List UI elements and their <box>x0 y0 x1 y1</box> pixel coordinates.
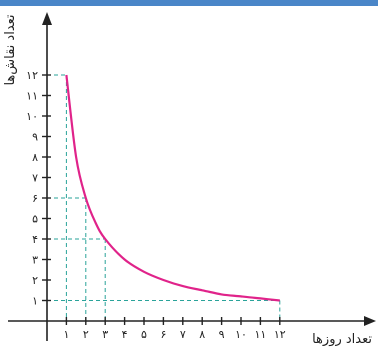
x-tick-label: ۸ <box>199 328 205 341</box>
x-tick-label: ۴ <box>122 328 128 341</box>
x-axis-title: تعداد روزها <box>312 332 372 347</box>
y-tick-label: ۱۱ <box>26 90 38 103</box>
curve-layer <box>65 74 280 302</box>
y-tick-label: ۱۲ <box>26 69 38 82</box>
top-bar <box>0 0 378 6</box>
y-tick-label: ۱۰ <box>26 110 38 123</box>
y-tick-label: ۸ <box>32 151 38 164</box>
y-tick-label: ۹ <box>32 131 38 144</box>
y-tick-label: ۶ <box>32 192 38 205</box>
x-tick-label: ۳ <box>102 328 108 341</box>
y-tick-label: ۱ <box>32 295 38 308</box>
y-tick-label: ۴ <box>32 233 38 246</box>
x-tick-label: ۵ <box>141 328 147 341</box>
axes <box>8 12 376 341</box>
guide-lines <box>47 74 281 321</box>
x-tick-label: ۶ <box>160 328 166 341</box>
x-tick-label: ۲ <box>83 328 89 341</box>
y-tick-label: ۲ <box>32 274 38 287</box>
x-tick-label: ۹ <box>219 328 225 341</box>
y-tick-label: ۷ <box>32 172 38 185</box>
y-tick-label: ۵ <box>32 213 38 226</box>
x-tick-label: ۱۰ <box>235 328 247 341</box>
y-tick-label: ۳ <box>32 254 38 267</box>
x-tick-label: ۱ <box>63 328 69 341</box>
curve-line <box>65 74 280 302</box>
y-axis-arrow <box>42 12 52 25</box>
x-tick-label: ۱۲ <box>274 328 286 341</box>
x-tick-label: ۱۱ <box>254 328 266 341</box>
y-axis-title: تعداد نقاش‌ها <box>3 14 18 85</box>
x-axis-arrow <box>364 316 376 326</box>
x-tick-label: ۷ <box>180 328 186 341</box>
